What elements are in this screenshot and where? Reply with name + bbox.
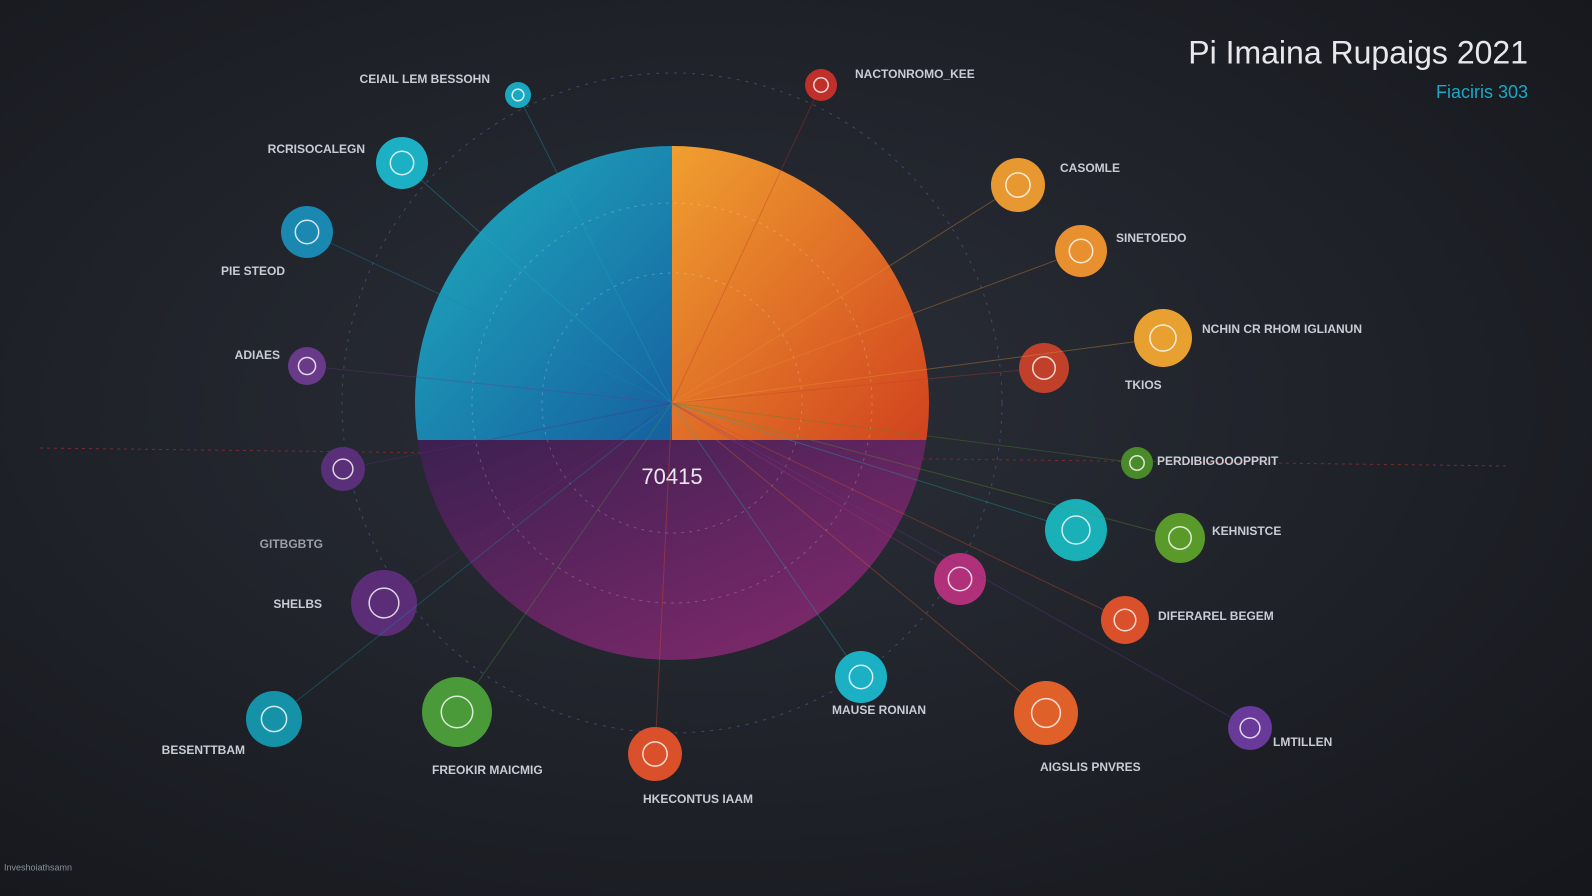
node-icon: [1113, 608, 1137, 632]
node-label: ADIAES: [235, 348, 280, 362]
connector: [671, 402, 1077, 531]
annotation: GITBGBTG: [260, 537, 323, 551]
connector: [671, 337, 1164, 404]
ring: [541, 272, 803, 534]
connector: [671, 402, 1126, 621]
node-icon: [332, 458, 354, 480]
node: [1045, 499, 1107, 561]
node-icon: [1061, 515, 1091, 545]
node: [1019, 343, 1069, 393]
node-label: SHELBS: [273, 597, 322, 611]
node-icon: [368, 587, 400, 619]
node: [805, 69, 837, 101]
footer: Inveshoiathsamn: [4, 862, 72, 872]
connector: [671, 402, 1138, 464]
node-label: HKECONTUS IAAM: [643, 792, 753, 806]
orbit: [341, 72, 1003, 734]
node-icon: [1239, 717, 1261, 739]
node-icon: [1149, 324, 1177, 352]
connector: [517, 94, 673, 404]
connector: [401, 162, 673, 404]
ring: [471, 202, 873, 604]
node-icon: [440, 695, 474, 729]
node: [1101, 596, 1149, 644]
node: [1055, 225, 1107, 277]
node-label: NACTONROMO_KEE: [855, 67, 975, 81]
node-label: RCRISOCALEGN: [268, 142, 365, 156]
node-label: NCHIN CR RHOM IGLIANUN: [1202, 322, 1362, 336]
node: [1014, 681, 1078, 745]
connector: [671, 402, 961, 580]
node-label: LMTILLEN: [1273, 735, 1332, 749]
node-label: SINETOEDO: [1116, 231, 1186, 245]
connector: [273, 402, 673, 720]
connector: [306, 231, 673, 404]
node-icon: [294, 219, 320, 245]
node-icon: [1068, 238, 1094, 264]
node-label: KEHNISTCE: [1212, 524, 1281, 538]
node: [281, 206, 333, 258]
subtitle: Fiaciris 303: [1436, 82, 1528, 102]
node-label: AIGSLIS PNVRES: [1040, 760, 1141, 774]
node: [934, 553, 986, 605]
node: [246, 691, 302, 747]
connector: [671, 184, 1019, 404]
connector: [671, 84, 822, 404]
node-icon: [642, 741, 668, 767]
node: [1121, 447, 1153, 479]
connector: [671, 402, 1251, 729]
node: [1134, 309, 1192, 367]
connector: [342, 402, 673, 470]
node: [422, 677, 492, 747]
connector: [671, 367, 1045, 404]
node-icon: [1168, 526, 1192, 550]
node: [1228, 706, 1272, 750]
node: [991, 158, 1045, 212]
node-label: CASOMLE: [1060, 161, 1120, 175]
node-icon: [1032, 356, 1056, 380]
node: [321, 447, 365, 491]
node: [376, 137, 428, 189]
title: Pi Imaina Rupaigs 2021: [1188, 34, 1528, 70]
connector: [671, 250, 1082, 404]
center-label: 70415: [641, 464, 702, 489]
node: [351, 570, 417, 636]
node-label: PIE STEOD: [221, 264, 285, 278]
nodes: CEIAIL LEM BESSOHN RCRISOCALEGN PIE STEOD A…: [162, 67, 1362, 806]
node-icon: [1129, 455, 1145, 471]
connector: [456, 402, 673, 713]
node-icon: [1030, 697, 1062, 729]
node: [505, 82, 531, 108]
node-label: TKIOS: [1125, 378, 1162, 392]
node-label: FREOKIR MAICMIG: [432, 763, 543, 777]
node: [835, 651, 887, 703]
node: [628, 727, 682, 781]
node-label: MAUSE RONIAN: [832, 703, 926, 717]
node-label: DIFERAREL BEGEM: [1158, 609, 1274, 623]
connector: [306, 365, 673, 404]
connector: [383, 402, 673, 604]
node: [288, 347, 326, 385]
node: [1155, 513, 1205, 563]
node-icon: [947, 566, 973, 592]
node-icon: [848, 664, 874, 690]
node-label: CEIAIL LEM BESSOHN: [360, 72, 490, 86]
node-label: PERDIBIGOOOPPRIT: [1157, 454, 1279, 468]
connector: [671, 402, 1181, 539]
node-icon: [1005, 172, 1031, 198]
node-icon: [297, 356, 317, 376]
connector: [654, 402, 673, 755]
connector: [671, 402, 862, 678]
node-icon: [389, 150, 415, 176]
node-icon: [511, 88, 525, 102]
node-label: BESENTTBAM: [162, 743, 245, 757]
connector: [671, 402, 1047, 714]
node-icon: [260, 705, 288, 733]
node-icon: [813, 77, 829, 93]
